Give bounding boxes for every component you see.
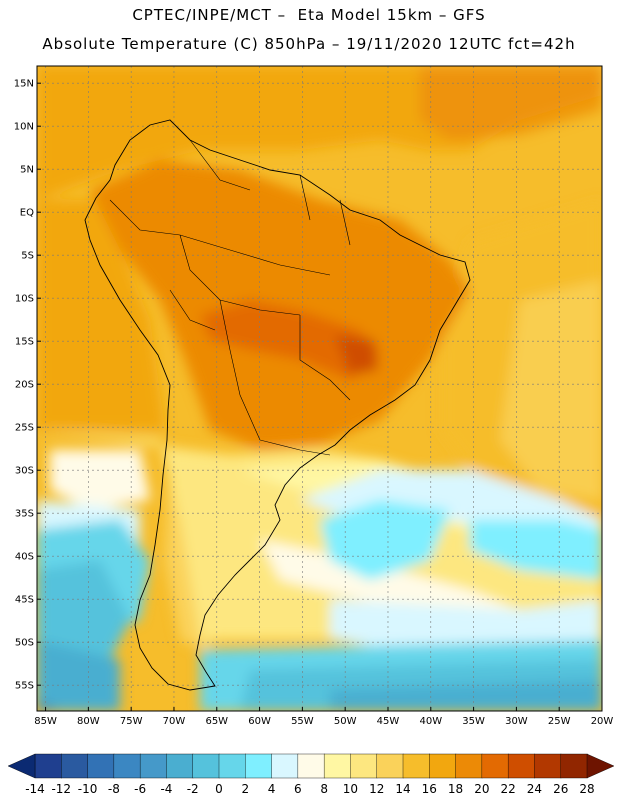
lat-label: 15N (14, 79, 34, 90)
colorbar-label: 2 (241, 782, 249, 796)
lat-label: 40S (15, 552, 34, 563)
lon-label: 70W (163, 716, 186, 727)
colorbar-label: 28 (579, 782, 594, 796)
colorbar-label: -4 (160, 782, 172, 796)
country-borders (109, 139, 351, 456)
colorbar: -14 -12 -10 -8 -6 -4 -2 0 2 4 6 8 10 12 14 16 18 20 22 24 26… (7, 753, 615, 796)
colorbar-segment (323, 753, 352, 779)
colorbar-label: 14 (395, 782, 410, 796)
longitude-labels: 85W 80W 75W 70W 65W 60W 55W 50W 45W 40W 35W 30W 25W 2… (34, 707, 613, 727)
lat-label: 10N (14, 122, 34, 133)
lon-label: 50W (334, 716, 357, 727)
colorbar-over-arrow (586, 753, 615, 779)
colorbar-label: 4 (268, 782, 276, 796)
lon-label: 75W (120, 716, 143, 727)
colorbar-segment (507, 753, 536, 779)
colorbar-segment (402, 753, 430, 779)
colorbar-label: 22 (501, 782, 516, 796)
lon-label: 65W (205, 716, 228, 727)
colorbar-segment (560, 753, 588, 779)
lon-label: 40W (419, 716, 442, 727)
colorbar-segment (192, 753, 220, 779)
colorbar-label: 0 (215, 782, 223, 796)
colorbar-label: 24 (527, 782, 542, 796)
colorbar-label: 8 (320, 782, 328, 796)
lat-label: 25S (15, 423, 34, 434)
colorbar-label: -8 (108, 782, 120, 796)
title-line-1: CPTEC/INPE/MCT – Eta Model 15km – GFS (132, 6, 486, 24)
lon-label: 25W (548, 716, 571, 727)
colorbar-segment (534, 753, 562, 779)
colorbar-label: 26 (553, 782, 568, 796)
colorbar-segment (481, 753, 509, 779)
colorbar-segment (245, 753, 273, 779)
colorbar-label: 6 (294, 782, 302, 796)
lat-label: 50S (15, 638, 34, 649)
lon-label: 45W (377, 716, 400, 727)
colorbar-label: 16 (422, 782, 437, 796)
lat-label: 35S (15, 509, 34, 520)
colorbar-segment (34, 753, 62, 779)
lat-label: 30S (15, 466, 34, 477)
colorbar-segment (61, 753, 89, 779)
colorbar-label: 18 (448, 782, 463, 796)
lon-label: 80W (77, 716, 100, 727)
lat-label: EQ (20, 208, 34, 219)
colorbar-label: -10 (78, 782, 98, 796)
lat-label: 5S (21, 251, 34, 262)
colorbar-label: 10 (343, 782, 358, 796)
colorbar-under-arrow (7, 753, 36, 779)
colorbar-segment (376, 753, 404, 779)
lon-label: 20W (591, 716, 614, 727)
colorbar-segment (350, 753, 378, 779)
colorbar-segment (455, 753, 483, 779)
latitude-labels: 15N 10N 5N EQ 5S 10S 15S 20S 25S 30S 35S 40S 45S 50S 5… (14, 79, 41, 692)
temperature-field (37, 66, 602, 711)
lat-label: 55S (15, 681, 34, 692)
lon-label: 35W (462, 716, 485, 727)
lat-label: 15S (15, 337, 34, 348)
colorbar-segment (113, 753, 141, 779)
colorbar-label: -2 (187, 782, 199, 796)
map-frame (36, 65, 603, 712)
lat-label: 20S (15, 380, 34, 391)
colorbar-segment (297, 753, 325, 779)
colorbar-segment (218, 753, 246, 779)
colorbar-segment (429, 753, 457, 779)
colorbar-label: -6 (134, 782, 146, 796)
lon-label: 85W (34, 716, 57, 727)
colorbar-segment (139, 753, 168, 779)
colorbar-segment (271, 753, 299, 779)
lat-label: 45S (15, 595, 34, 606)
colorbar-label: 20 (474, 782, 489, 796)
colorbar-segment (87, 753, 115, 779)
lat-label: 5N (20, 165, 34, 176)
lon-label: 55W (291, 716, 314, 727)
colorbar-segment (166, 753, 194, 779)
colorbar-label: -12 (51, 782, 71, 796)
colorbar-label: 12 (369, 782, 384, 796)
lon-label: 60W (248, 716, 271, 727)
title-line-2: Absolute Temperature (C) 850hPa – 19/11/… (42, 35, 576, 53)
lon-label: 30W (505, 716, 528, 727)
lat-lon-grid (37, 66, 603, 711)
lat-label: 10S (15, 294, 34, 305)
colorbar-label: -14 (25, 782, 45, 796)
